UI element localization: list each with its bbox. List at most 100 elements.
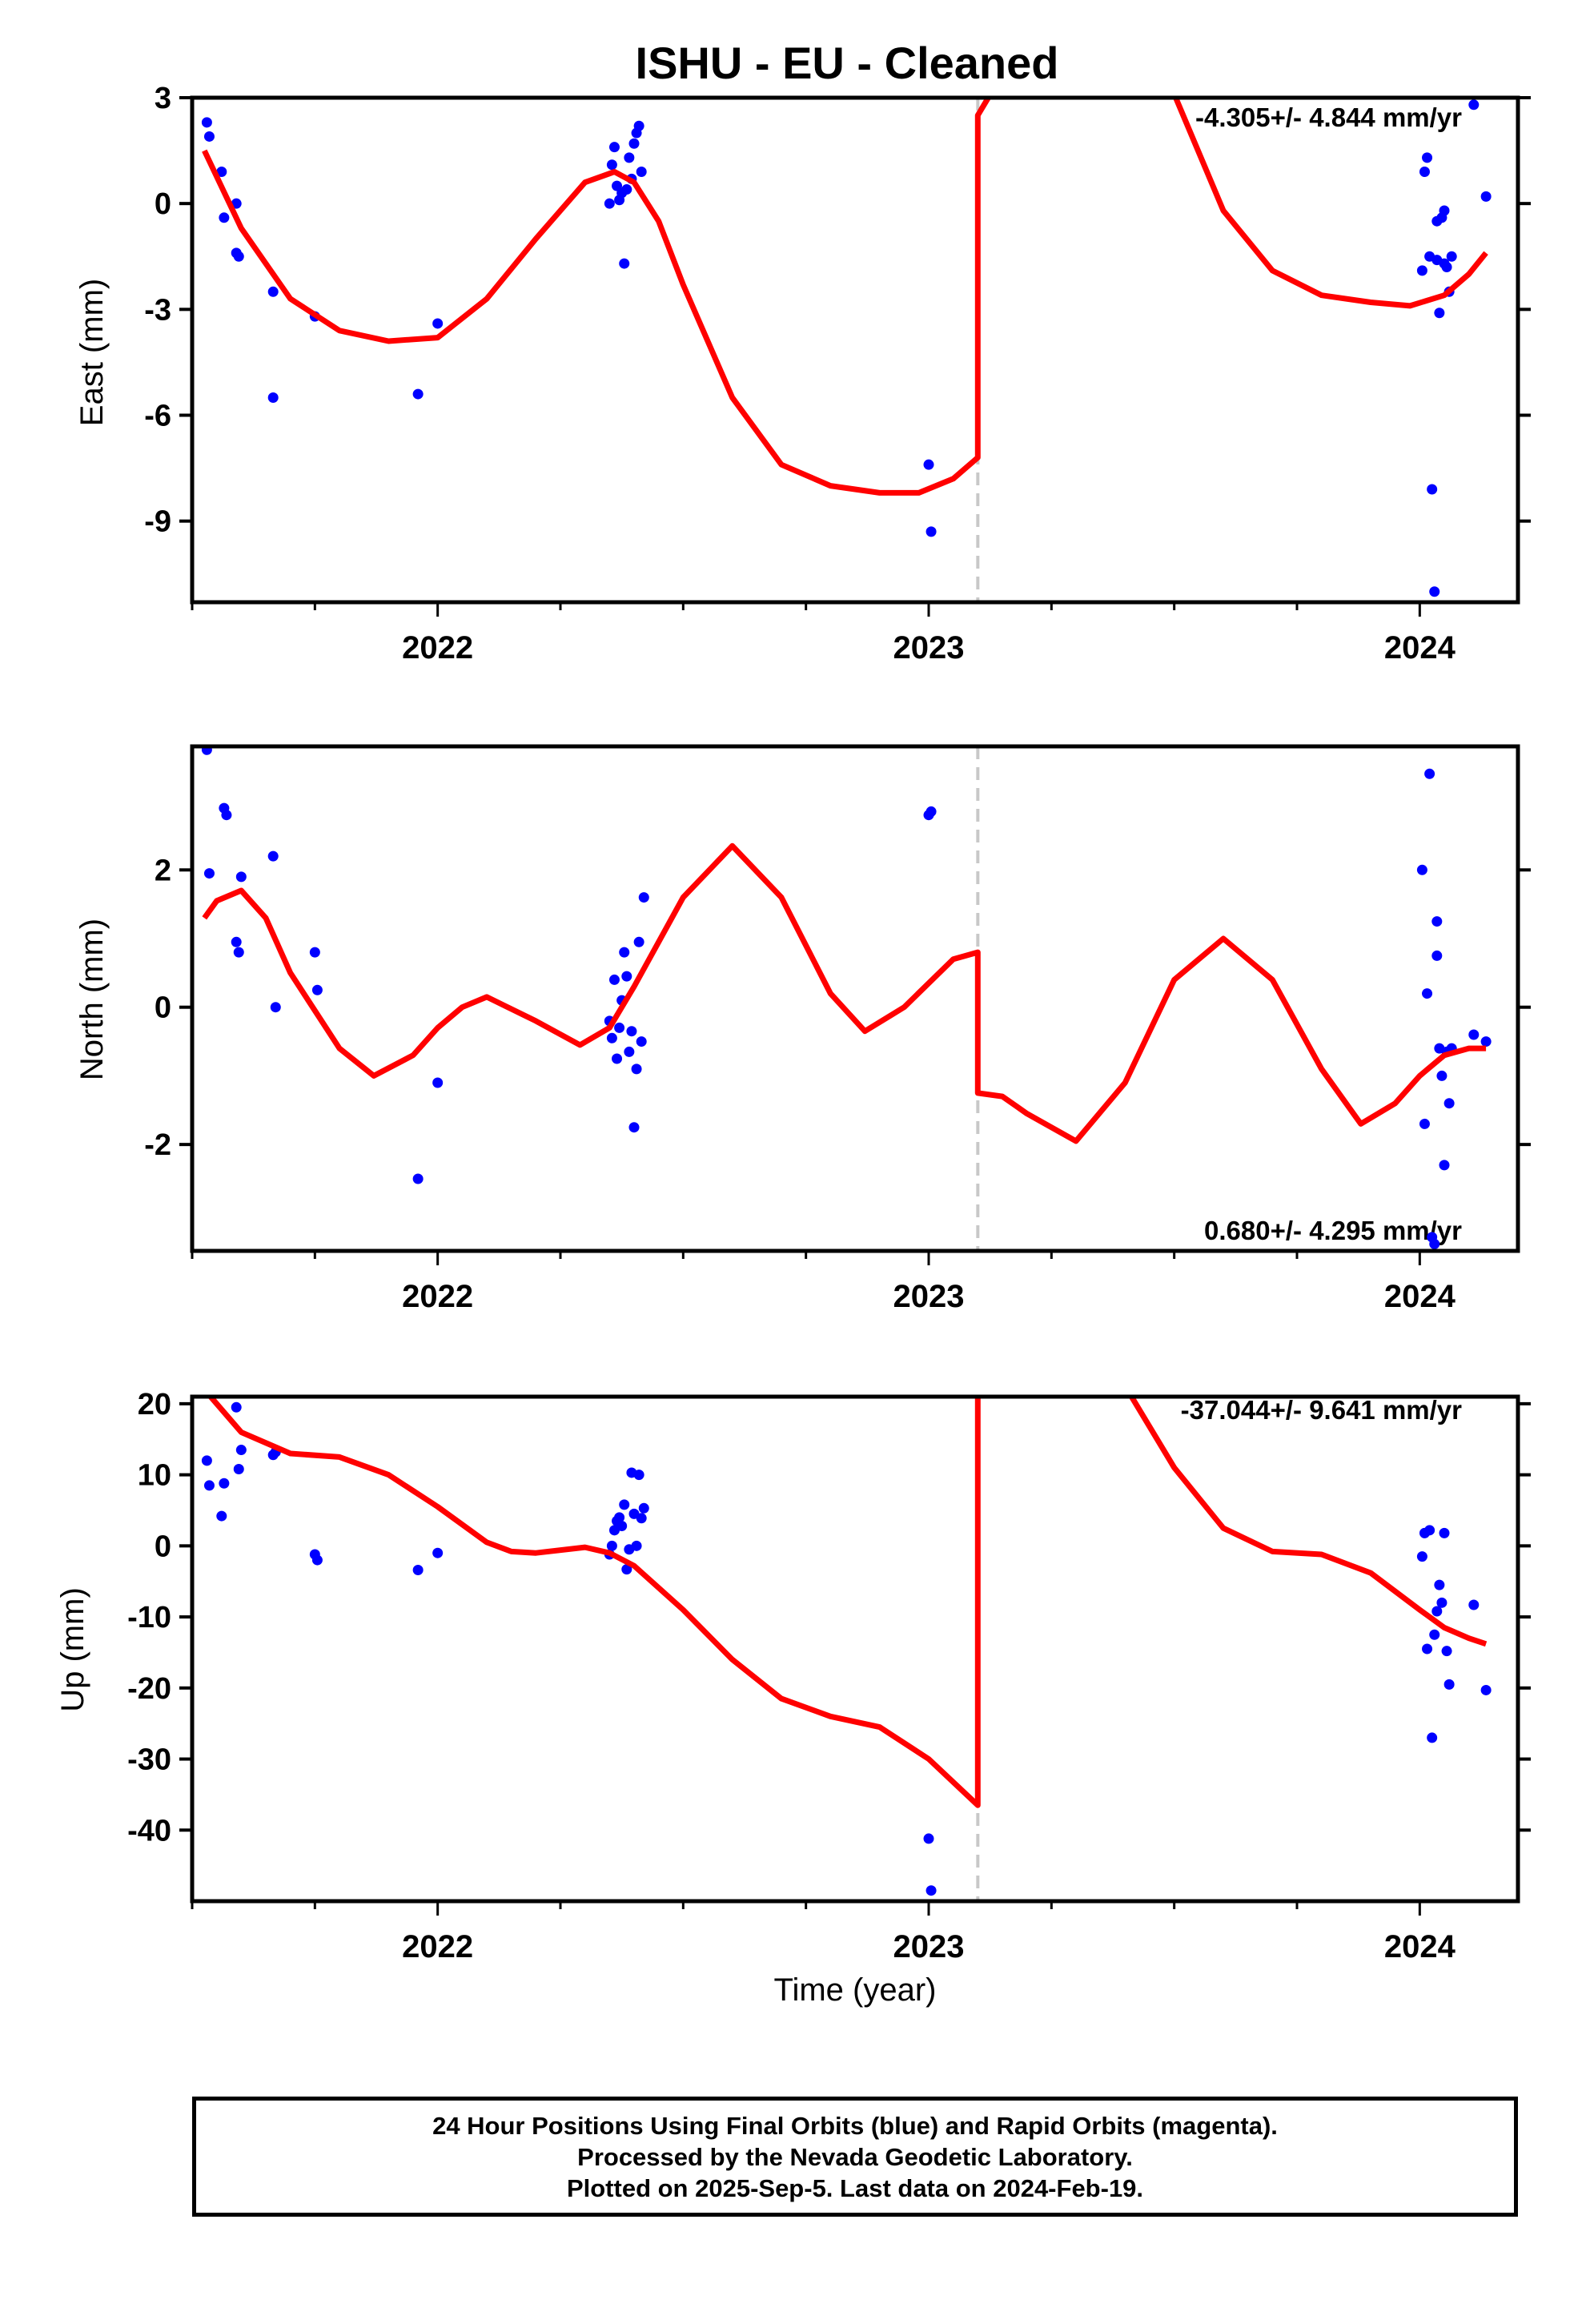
east-plot-frame	[190, 95, 1520, 605]
north-rate-label: 0.680+/- 4.295 mm/yr	[1204, 1216, 1462, 1245]
east-data-point	[267, 392, 279, 403]
east-ytick-label: 3	[155, 82, 171, 115]
east-rate-label: -4.305+/- 4.844 mm/yr	[1195, 103, 1462, 132]
up-data-point	[1416, 1551, 1427, 1562]
up-plot-frame	[190, 1394, 1520, 1904]
up-data-point	[619, 1499, 630, 1510]
up-data-point	[1468, 1599, 1480, 1610]
north-data-point	[626, 1026, 637, 1037]
north-data-point	[631, 1063, 642, 1075]
north-data-point	[432, 1077, 444, 1088]
up-data-point	[203, 1480, 215, 1491]
up-data-point	[606, 1540, 617, 1551]
east-data-point	[432, 318, 444, 329]
east-data-point	[1439, 205, 1450, 216]
north-data-point	[311, 984, 323, 995]
up-data-point	[1439, 1527, 1450, 1538]
north-data-point	[926, 806, 937, 817]
east-data-point	[621, 184, 632, 195]
north-data-point	[606, 1032, 617, 1043]
up-data-point	[412, 1565, 424, 1576]
east-data-point	[606, 159, 617, 171]
up-data-point	[201, 1455, 212, 1466]
footer-box: 24 Hour Positions Using Final Orbits (bl…	[192, 2097, 1518, 2217]
north-xtick-label: 2022	[402, 1279, 473, 1314]
north-data-point	[1439, 1160, 1450, 1171]
up-panel: Up (mm) -37.044+/- 9.641 mm/yr 20 10 0 -10 -…	[55, 1388, 1531, 1964]
north-data-point	[1431, 916, 1443, 927]
east-data-point	[624, 152, 635, 163]
north-ytick-label: 2	[155, 854, 171, 887]
north-plot-frame	[190, 744, 1520, 1253]
up-data-point	[231, 1401, 242, 1413]
north-xtick-label: 2023	[893, 1279, 965, 1314]
east-xtick-label: 2023	[893, 630, 965, 665]
up-data-point	[1480, 1684, 1492, 1695]
east-data-point	[201, 117, 212, 128]
east-data-point	[267, 286, 279, 297]
north-data-point	[619, 947, 630, 958]
up-data-point	[621, 1564, 632, 1575]
east-ytick-label: -9	[144, 505, 171, 539]
east-model-curve	[202, 98, 1488, 496]
up-ytick-label: -10	[127, 1601, 171, 1634]
up-data-point	[1424, 1525, 1435, 1536]
north-data-point	[203, 868, 215, 879]
north-axis-label: North (mm)	[74, 919, 110, 1080]
east-ytick-label: 0	[155, 187, 171, 221]
east-data-point	[1422, 152, 1433, 163]
east-data-point	[633, 120, 644, 131]
up-data-point	[235, 1445, 247, 1456]
north-data-point	[1468, 1029, 1480, 1040]
up-data-point	[633, 1470, 644, 1481]
up-model-curve	[207, 1397, 1488, 1808]
east-data-point	[1429, 586, 1440, 597]
up-ytick-label: -40	[127, 1814, 171, 1848]
footer-line-3: Plotted on 2025-Sep-5. Last data on 2024…	[566, 2173, 1144, 2202]
north-data-point	[621, 971, 632, 982]
east-data-point	[219, 212, 230, 223]
east-points	[201, 99, 1492, 597]
up-data-point	[216, 1510, 227, 1522]
up-data-point	[1441, 1646, 1452, 1657]
east-panel: East (mm) -4.305+/- 4.844 mm/yr 3 0 -3 -6 -9…	[74, 82, 1531, 665]
east-data-point	[1468, 99, 1480, 111]
east-xtick-label: 2022	[402, 630, 473, 665]
east-data-point	[233, 251, 244, 262]
north-data-point	[628, 1122, 640, 1133]
up-data-point	[1422, 1643, 1433, 1655]
up-ytick-label: 10	[138, 1459, 171, 1493]
up-data-point	[1436, 1597, 1447, 1608]
east-data-point	[619, 258, 630, 269]
up-data-point	[926, 1885, 937, 1896]
up-xtick-label: 2024	[1384, 1929, 1456, 1964]
north-data-point	[624, 1046, 635, 1057]
up-axis-label: Up (mm)	[55, 1587, 90, 1712]
up-data-point	[616, 1520, 628, 1531]
north-data-point	[201, 746, 212, 755]
footer-line-2: Processed by the Nevada Geodetic Laborat…	[577, 2142, 1133, 2171]
east-data-point	[1480, 191, 1492, 202]
east-xtick-label: 2024	[1384, 630, 1456, 665]
north-data-point	[608, 974, 620, 985]
north-model-curve	[202, 842, 1487, 1144]
north-xtick-label: 2024	[1384, 1279, 1456, 1314]
footer-line-1: 24 Hour Positions Using Final Orbits (bl…	[432, 2111, 1278, 2140]
east-data-point	[203, 131, 215, 142]
east-axis-label: East (mm)	[74, 279, 110, 426]
north-data-point	[1443, 1098, 1455, 1109]
east-data-point	[1427, 484, 1438, 495]
east-data-point	[636, 167, 647, 178]
up-data-point	[1429, 1629, 1440, 1640]
east-data-point	[1446, 251, 1457, 262]
up-data-point	[636, 1513, 647, 1524]
east-data-point	[1416, 265, 1427, 276]
north-data-point	[614, 1022, 625, 1033]
up-xtick-label: 2022	[402, 1929, 473, 1964]
up-data-point	[1427, 1732, 1438, 1743]
up-data-point	[631, 1540, 642, 1551]
east-data-point	[412, 388, 424, 400]
up-data-point	[1431, 1606, 1443, 1617]
north-data-point	[309, 947, 320, 958]
east-ytick-label: -3	[144, 293, 171, 327]
